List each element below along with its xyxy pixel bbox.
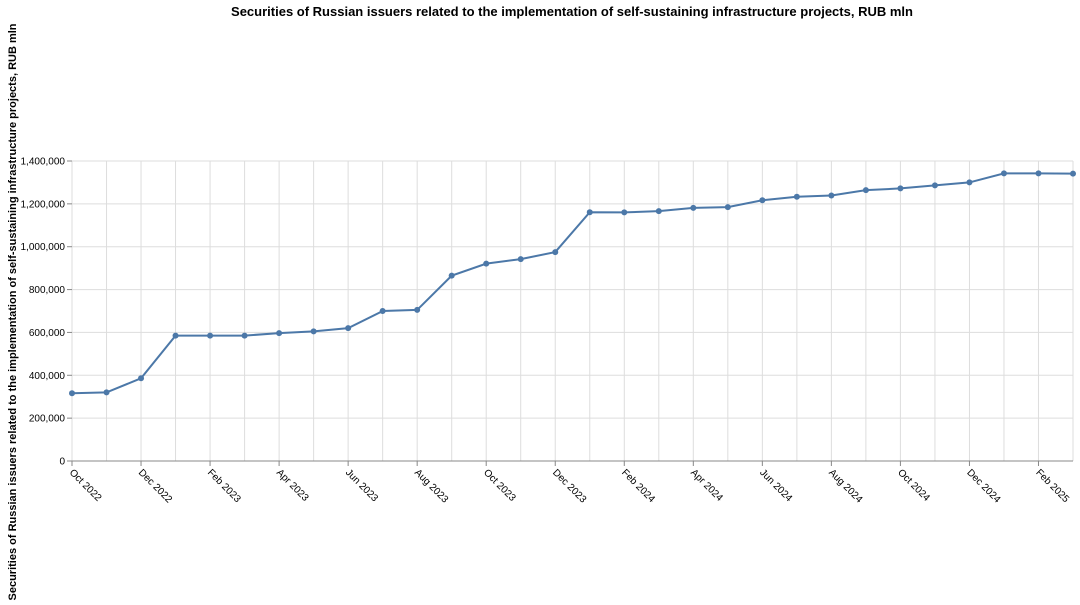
y-tick-label: 1,000,000: [21, 242, 66, 253]
data-point: [379, 308, 386, 314]
y-axis-ticks: 0 200,000 400,000 600,000 800,000 1,000,000 1,…: [21, 157, 72, 468]
data-point: [586, 209, 593, 216]
y-tick-label: 0: [59, 457, 65, 468]
y-gridlines: [72, 160, 1073, 462]
x-tick-label: Apr 2023: [274, 467, 311, 504]
data-point: [897, 185, 904, 192]
data-point: [793, 193, 800, 200]
x-tick-label: Oct 2022: [67, 467, 104, 504]
series-line: [71, 172, 1074, 395]
data-point: [483, 260, 490, 267]
chart-title: Securities of Russian issuers related to…: [231, 4, 913, 19]
data-point: [69, 390, 75, 397]
data-point: [138, 375, 145, 382]
x-tick-label: Aug 2024: [826, 467, 864, 505]
x-tick-label: Feb 2024: [619, 467, 657, 505]
data-point: [931, 182, 938, 189]
series-points: [69, 170, 1076, 397]
data-point: [1000, 170, 1007, 177]
y-tick-label: 400,000: [29, 371, 66, 382]
x-tick-label: Feb 2025: [1033, 467, 1071, 505]
data-point: [621, 209, 628, 216]
x-tick-label: Jun 2023: [343, 467, 380, 504]
x-tick-label: Jun 2024: [757, 467, 794, 504]
data-point: [310, 328, 317, 335]
x-tick-label: Dec 2024: [964, 467, 1002, 505]
data-point: [241, 332, 248, 339]
data-point: [966, 179, 973, 186]
data-point: [1070, 170, 1076, 177]
y-axis-label: Securities of Russian issuers related to…: [7, 23, 19, 600]
data-point: [759, 197, 766, 204]
data-point: [517, 256, 524, 263]
data-point: [172, 332, 179, 339]
y-tick-label: 1,200,000: [21, 199, 66, 210]
x-tick-label: Apr 2024: [688, 467, 725, 504]
y-tick-label: 800,000: [29, 285, 66, 296]
data-point: [103, 389, 110, 396]
data-point: [1035, 170, 1042, 177]
data-point: [345, 325, 352, 332]
x-tick-label: Oct 2024: [895, 467, 932, 504]
data-point: [276, 330, 283, 337]
data-point: [448, 272, 455, 279]
x-tick-label: Feb 2023: [205, 467, 243, 505]
x-tick-label: Oct 2023: [481, 467, 518, 504]
x-tick-label: Dec 2022: [136, 467, 174, 505]
data-point: [862, 187, 869, 194]
data-point: [414, 306, 421, 313]
data-point: [207, 332, 214, 339]
data-point: [552, 249, 559, 256]
data-point: [724, 204, 731, 211]
x-tick-label: Dec 2023: [550, 467, 588, 505]
y-tick-label: 200,000: [29, 414, 66, 425]
y-tick-label: 600,000: [29, 328, 66, 339]
x-gridlines: [71, 161, 1074, 461]
data-point: [655, 208, 662, 215]
x-axis-ticks: Oct 2022 Dec 2022 Feb 2023 Apr 2023 Jun 2023…: [67, 461, 1071, 506]
data-point: [690, 204, 697, 211]
y-tick-label: 1,400,000: [21, 157, 66, 168]
data-point: [828, 192, 835, 199]
x-tick-label: Aug 2023: [412, 467, 450, 505]
